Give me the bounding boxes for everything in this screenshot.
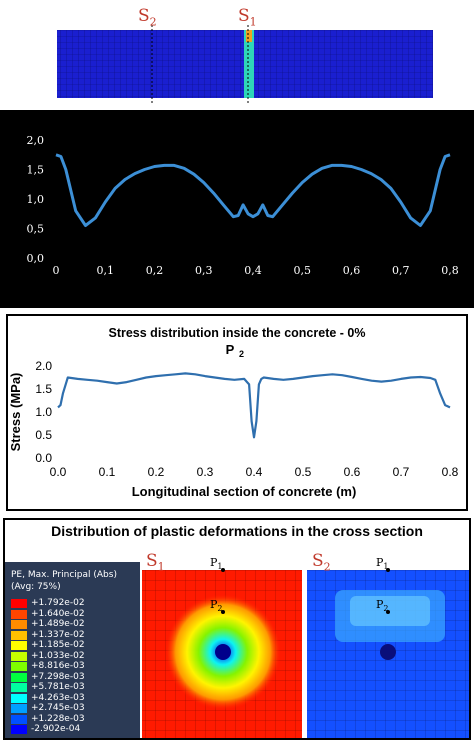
legend-swatch — [11, 683, 27, 692]
series-line — [57, 372, 451, 439]
x-tick-label: 0.7 — [393, 465, 410, 479]
legend-swatch — [11, 672, 27, 682]
x-tick-label: 0.2 — [148, 465, 165, 479]
y-tick-label: 1,5 — [27, 164, 45, 177]
y-tick-label: 0,5 — [27, 223, 45, 236]
y-tick-label: 1,0 — [27, 193, 45, 206]
y-tick-label: 1.0 — [35, 405, 52, 419]
legend-value: -2.902e-04 — [31, 724, 81, 734]
point-label-p1-s1: P1 — [210, 556, 223, 572]
legend-value: +1.640e-02 — [31, 608, 85, 619]
chart-subtitle: P — [226, 342, 235, 357]
y-tick-label: 2,0 — [27, 134, 45, 147]
legend-swatch — [11, 651, 27, 661]
plastic-title: Distribution of plastic deformations in … — [51, 523, 423, 539]
x-axis-label: Longitudinal section of concrete (m) — [132, 484, 357, 499]
x-tick-label: 0.1 — [99, 465, 116, 479]
line-chart-1: 0,0 0,5 1,0 1,5 2,0 0 0,1 0,2 0,3 0,4 0,5 0,6 0,7 0,8 — [27, 134, 459, 277]
chart-title: Stress distribution inside the concrete … — [108, 326, 365, 340]
legend-value: +5.781e-03 — [31, 682, 85, 692]
x-tick-label: 0,4 — [244, 264, 262, 277]
section-label-s2: S2 — [312, 551, 331, 574]
crack-band — [244, 30, 254, 98]
legend-value: +4.263e-03 — [31, 692, 85, 703]
legend-title-line-1: PE, Max. Principal (Abs) — [11, 570, 117, 580]
x-tick-label: 0.3 — [197, 465, 214, 479]
legend-swatch — [11, 630, 27, 640]
x-tick-label: 0,7 — [392, 264, 410, 277]
legend-swatch — [11, 599, 27, 608]
point-label-p1-s2: P1 — [376, 556, 389, 572]
legend-swatch — [11, 620, 27, 629]
x-tick-label: 0,2 — [146, 264, 164, 277]
point-label-p2-s1: P2 — [210, 598, 223, 614]
legend-value: +1.228e-03 — [31, 713, 85, 724]
section-label-s1: S1 — [146, 551, 165, 574]
y-tick-label: 0.5 — [35, 428, 52, 442]
legend-value: +1.185e-02 — [31, 640, 85, 650]
contour-legend: PE, Max. Principal (Abs) (Avg: 75%) +1.7… — [5, 562, 140, 738]
legend-swatch — [11, 609, 27, 619]
legend-swatch — [11, 704, 27, 713]
x-tick-label: 0.4 — [246, 465, 263, 479]
legend-swatch — [11, 693, 27, 703]
legend-value: +7.298e-03 — [31, 671, 85, 682]
plastic-deformation-panel: Distribution of plastic deformations in … — [3, 518, 471, 740]
x-tick-label: 0 — [53, 264, 60, 277]
y-tick-label: 0.0 — [35, 451, 52, 465]
beam-label-s1: S1 — [238, 6, 257, 29]
y-tick-label: 2.0 — [35, 359, 52, 373]
black-line-chart-panel: 0,0 0,5 1,0 1,5 2,0 0 0,1 0,2 0,3 0,4 0,5 0,6 0,7 0,8 — [0, 110, 474, 308]
legend-swatch — [11, 714, 27, 724]
stress-chart-panel: Stress distribution inside the concrete … — [6, 314, 468, 511]
beam-mesh-svg — [57, 25, 433, 104]
cross-sections-svg — [142, 568, 469, 738]
cross-section-s2 — [307, 568, 469, 738]
x-tick-label: 0.0 — [50, 465, 67, 479]
x-tick-label: 0.6 — [344, 465, 361, 479]
legend-title-line-2: (Avg: 75%) — [11, 582, 61, 592]
legend-value: +1.792e-02 — [31, 598, 85, 608]
x-tick-label: 0,8 — [441, 264, 459, 277]
cross-section-s1 — [142, 568, 302, 738]
legend-swatch — [11, 725, 27, 734]
legend-swatch — [11, 662, 27, 671]
x-tick-label: 0.8 — [442, 465, 459, 479]
legend-value: +1.033e-02 — [31, 650, 85, 661]
x-tick-label: 0,6 — [343, 264, 361, 277]
x-tick-label: 0.5 — [295, 465, 312, 479]
series-line — [55, 153, 451, 227]
y-tick-label: 0,0 — [27, 252, 45, 265]
x-tick-label: 0,3 — [195, 264, 213, 277]
line-chart-2: Stress distribution inside the concrete … — [8, 326, 459, 499]
x-tick-label: 0,5 — [294, 264, 312, 277]
legend-swatch — [11, 641, 27, 650]
legend-value: +8.816e-03 — [31, 661, 85, 671]
chart-subtitle-sub: 2 — [239, 349, 244, 359]
point-label-p2-s2: P2 — [376, 598, 389, 614]
legend-value: +1.337e-02 — [31, 629, 85, 640]
y-tick-label: 1.5 — [35, 382, 52, 396]
beam-label-s2: S2 — [138, 6, 157, 29]
legend-value: +2.745e-03 — [31, 703, 85, 713]
legend-value: +1.489e-02 — [31, 619, 85, 629]
beam-mesh-panel: S2 S1 — [0, 0, 474, 110]
crack-top-band — [246, 30, 252, 42]
x-tick-label: 0,1 — [97, 264, 115, 277]
y-axis-label: Stress (MPa) — [8, 373, 23, 452]
